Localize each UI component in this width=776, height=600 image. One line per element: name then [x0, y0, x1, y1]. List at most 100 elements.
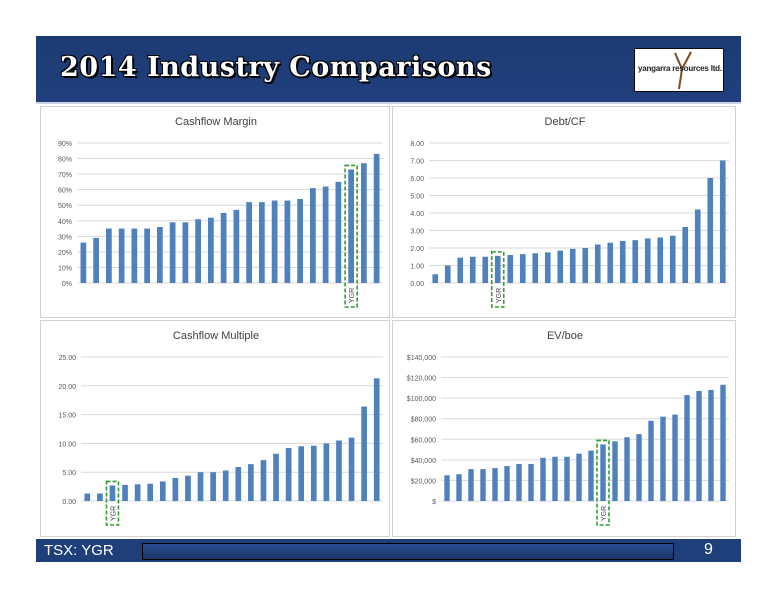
- charts-area: Cashflow Margin 0% 10% 20% 30% 40% 50% 60% 70% 80…: [36, 104, 741, 539]
- y-tick-label: 15.00: [58, 413, 76, 420]
- bar: [492, 468, 498, 501]
- company-logo: yangarra resources ltd.: [634, 48, 724, 92]
- y-tick-label: $40,000: [411, 458, 436, 465]
- y-tick-label: 2.00: [410, 246, 424, 253]
- bar: [482, 256, 489, 283]
- bar: [528, 463, 534, 501]
- y-tick-label: 50%: [58, 203, 72, 210]
- chart-svg: Debt/CF 0.00 1.00 2.00 3.00 4.00 5.00 6.00 7.00 8…: [410, 116, 729, 308]
- bar: [285, 448, 292, 501]
- highlight-label: YGR: [601, 506, 608, 521]
- bar: [323, 443, 330, 501]
- bar: [696, 390, 702, 501]
- bar: [310, 188, 316, 283]
- chart-title: Debt/CF: [545, 116, 586, 128]
- bar: [147, 483, 154, 501]
- bar: [118, 228, 125, 283]
- footer-bar: [142, 543, 674, 560]
- bar: [672, 414, 678, 501]
- chart-title: Cashflow Margin: [175, 116, 257, 128]
- bar: [552, 456, 558, 501]
- bar: [444, 475, 450, 501]
- bar: [220, 213, 227, 283]
- highlight-label: YGR: [110, 506, 117, 521]
- bar: [719, 160, 726, 283]
- bar: [624, 437, 630, 501]
- bar: [519, 254, 526, 283]
- bar: [594, 244, 601, 283]
- bar: [222, 470, 229, 501]
- y-tick-label: 1.00: [410, 264, 424, 271]
- y-tick-label: 0.00: [62, 499, 76, 506]
- bar: [708, 389, 714, 501]
- y-tick-label: $60,000: [411, 437, 436, 444]
- bar: [197, 472, 204, 501]
- bar: [169, 222, 176, 283]
- chart-cashflow-multiple: Cashflow Multiple 0.00 5.00 10.00 15.00 20.00…: [40, 320, 390, 537]
- bar: [185, 475, 191, 501]
- y-tick-label: $100,000: [407, 396, 436, 403]
- bar: [532, 253, 539, 283]
- y-tick-label: 5.00: [62, 470, 76, 477]
- bar: [432, 274, 439, 283]
- y-tick-label: 4.00: [410, 211, 424, 218]
- bar: [569, 248, 576, 283]
- y-tick-label: 70%: [58, 172, 72, 179]
- y-tick-label: $120,000: [407, 376, 436, 383]
- bar: [159, 481, 166, 501]
- y-tick-label: 5.00: [410, 194, 424, 201]
- bar: [310, 445, 317, 501]
- y-tick-label: 60%: [58, 188, 72, 195]
- bar: [335, 181, 342, 283]
- bar: [607, 242, 614, 283]
- bar: [373, 378, 380, 501]
- bar: [557, 250, 564, 283]
- logo-mark-icon: [674, 51, 692, 90]
- bar: [271, 200, 278, 283]
- bar: [582, 248, 589, 283]
- bar: [648, 420, 654, 501]
- bar: [235, 467, 242, 501]
- bar: [619, 241, 626, 283]
- bar: [122, 484, 128, 501]
- bar: [348, 437, 355, 501]
- bar: [210, 472, 216, 501]
- bar: [106, 228, 112, 283]
- chart-debt-cf: Debt/CF 0.00 1.00 2.00 3.00 4.00 5.00 6.00 7.00 8…: [392, 106, 736, 318]
- y-tick-label: $: [432, 499, 436, 506]
- chart-cashflow-margin: Cashflow Margin 0% 10% 20% 30% 40% 50% 60% 70% 80…: [40, 106, 390, 318]
- bar: [246, 202, 252, 283]
- y-tick-label: 7.00: [410, 159, 424, 166]
- bar: [457, 257, 464, 283]
- chart-svg: Cashflow Margin 0% 10% 20% 30% 40% 50% 60% 70% 80…: [58, 116, 383, 308]
- logo-text: yangarra resources ltd.: [638, 64, 722, 73]
- slide-header: 2014 Industry Comparisons yangarra resou…: [36, 36, 741, 104]
- highlight-label: YGR: [349, 288, 356, 303]
- bar: [456, 474, 462, 501]
- bar: [97, 493, 103, 501]
- bar: [564, 456, 570, 501]
- bar: [373, 153, 380, 283]
- y-tick-label: 0.00: [410, 281, 424, 288]
- chart-title: Cashflow Multiple: [173, 330, 259, 342]
- y-tick-label: $20,000: [411, 478, 436, 485]
- bar: [248, 464, 254, 501]
- y-tick-label: 10.00: [58, 441, 76, 448]
- bar: [468, 469, 474, 501]
- bar: [669, 235, 676, 283]
- bar: [298, 446, 305, 501]
- bar: [157, 227, 163, 283]
- highlight-box: [105, 480, 120, 526]
- bar: [576, 453, 582, 501]
- y-tick-label: 25.00: [58, 355, 76, 362]
- bar: [504, 466, 510, 501]
- bar: [336, 440, 342, 501]
- bar: [657, 237, 664, 283]
- bar: [80, 242, 87, 283]
- highlight-label: YGR: [496, 288, 503, 303]
- bar: [208, 217, 214, 283]
- slide-title: 2014 Industry Comparisons: [60, 52, 492, 83]
- slide-footer: TSX: YGR 9: [36, 539, 741, 562]
- bar: [469, 256, 476, 283]
- bar: [109, 485, 116, 501]
